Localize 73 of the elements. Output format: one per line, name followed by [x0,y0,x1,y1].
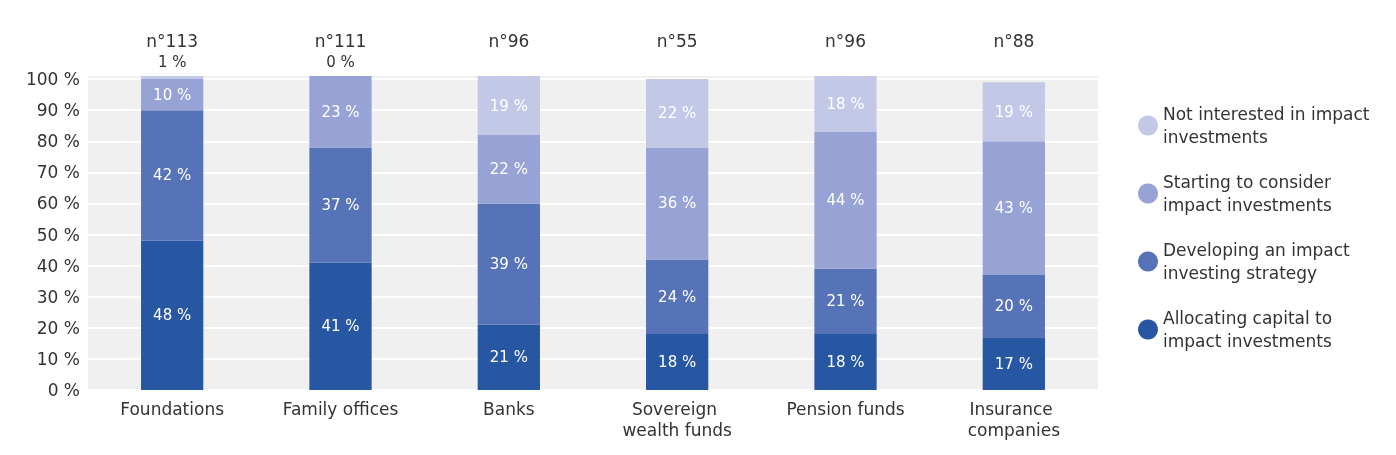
x-tick-label: Family offices [282,398,399,419]
bar [646,79,709,148]
data-label: 19 % [994,102,1033,121]
legend-label: Developing an impact investing strategy [1163,240,1356,283]
bar [982,82,1045,142]
bar [646,147,709,260]
y-tick-label: 30 % [36,286,80,307]
data-label: 22 % [658,104,697,123]
data-label: 42 % [153,166,192,185]
bar [982,337,1045,390]
data-label: 18 % [658,353,697,372]
y-tick-label: 90 % [36,100,80,121]
x-tick-label: Banks [483,398,535,419]
x-tick-label: Pension funds [786,398,905,419]
bar [814,268,877,335]
data-label: 17 % [994,354,1033,373]
legend-label: Starting to consider impact investments [1163,172,1337,215]
data-label: 41 % [321,317,360,336]
bar [309,262,372,390]
bar [309,76,372,148]
data-label: 21 % [826,292,865,311]
bar [646,259,709,335]
y-tick-label: 0 % [47,380,80,400]
data-label: 24 % [658,287,697,306]
text: n°96 [825,30,866,51]
data-label: 10 % [153,85,192,104]
data-label: 0 % [326,52,355,71]
data-label: 18 % [826,353,865,372]
text: n°96 [488,30,530,51]
bar [477,76,540,136]
bar [477,203,540,325]
bar [477,135,540,204]
data-label: 37 % [321,196,360,215]
text: n°111 [314,30,367,51]
y-tick-label: 50 % [36,224,80,245]
data-label: 22 % [489,160,528,179]
y-tick-label: 10 % [36,348,80,369]
bar [141,110,204,241]
y-tick-label: 20 % [36,317,80,338]
bar [814,131,877,269]
data-label: 36 % [658,194,697,213]
data-label: 1 % [157,52,187,71]
y-tick-label: 60 % [36,193,80,214]
data-label: 23 % [321,102,360,121]
y-tick-label: 70 % [36,162,80,183]
bar [646,334,709,390]
data-label: 19 % [489,96,528,115]
text: n°88 [993,30,1035,51]
bar [477,324,540,390]
data-label: 39 % [489,255,528,274]
x-tick-label: Insurance companies [967,398,1061,440]
text: n°55 [656,30,698,51]
x-tick-label: Sovereign wealth funds [622,398,733,440]
data-label: 18 % [826,94,865,113]
bar [814,334,877,390]
bar [982,141,1045,275]
legend-label: Allocating capital to impact investments [1163,308,1338,351]
text: n°113 [146,30,199,51]
bar [309,147,372,263]
y-tick-label: 80 % [36,131,80,152]
data-label: 21 % [489,348,528,367]
y-tick-label: 100 % [25,69,80,90]
x-tick-label: Foundations [120,398,225,419]
data-label: 44 % [826,191,865,210]
bar [814,76,877,132]
data-label: 43 % [994,199,1033,218]
bar [982,274,1045,338]
data-label: 48 % [153,306,192,325]
data-label: 20 % [994,297,1033,316]
bar [141,240,204,390]
bar [141,76,204,80]
legend-label: Not interested in impact investments [1163,104,1375,147]
y-tick-label: 40 % [36,255,80,276]
